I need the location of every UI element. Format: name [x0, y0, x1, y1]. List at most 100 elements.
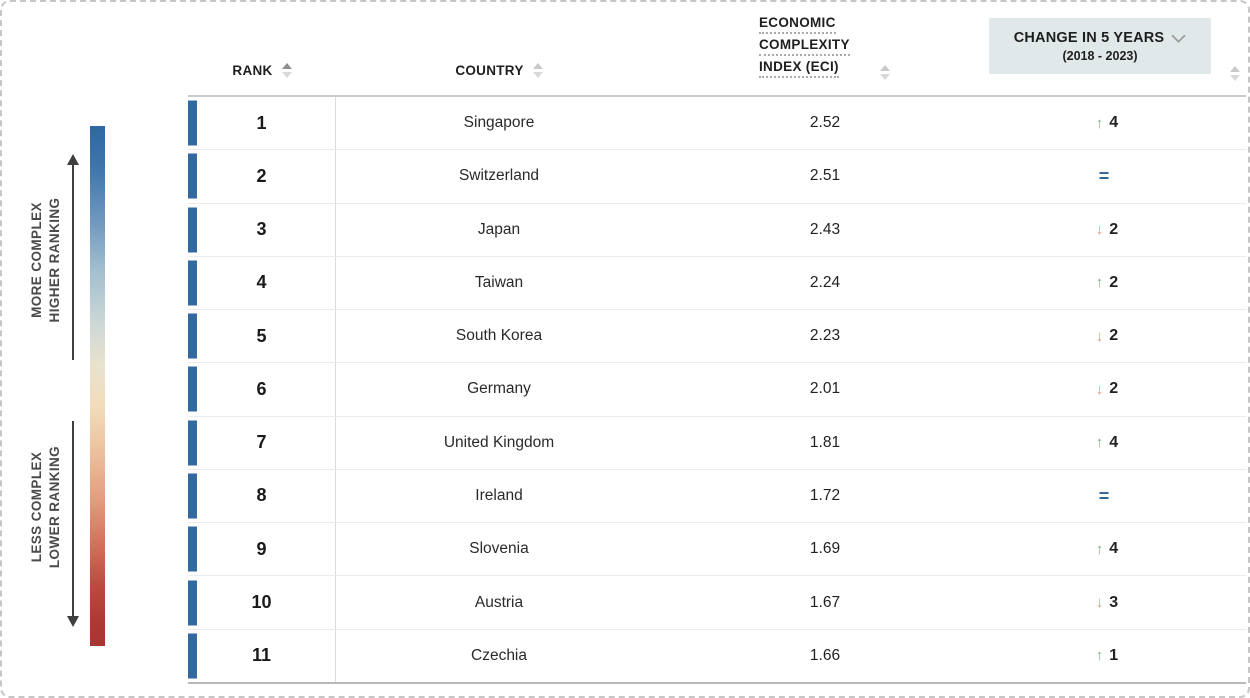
change-arrow-icon: =: [1098, 485, 1110, 506]
rank-cell: 5: [188, 310, 336, 363]
complexity-color-bar: [188, 580, 197, 626]
country-cell[interactable]: South Korea: [336, 310, 662, 362]
country-name[interactable]: South Korea: [455, 327, 543, 345]
eci-value: 2.23: [809, 327, 841, 345]
eci-cell: 1.81: [662, 417, 988, 469]
rank-value: 5: [256, 325, 267, 346]
complexity-color-bar: [188, 633, 197, 679]
higher-ranking-arrow-icon: [66, 154, 80, 360]
country-cell[interactable]: Germany: [336, 363, 662, 415]
table-row: 3 Japan 2.43 ↓ 2: [188, 203, 1246, 257]
country-cell[interactable]: Ireland: [336, 470, 662, 522]
country-cell[interactable]: Switzerland: [336, 150, 662, 202]
country-name[interactable]: Austria: [474, 593, 524, 611]
country-cell[interactable]: Singapore: [336, 97, 662, 149]
complexity-color-bar: [188, 260, 197, 306]
sort-desc-triangle: [281, 72, 292, 78]
change-header-period: (2018 - 2023): [1062, 49, 1138, 63]
country-name[interactable]: Singapore: [463, 114, 535, 132]
country-name[interactable]: Slovenia: [469, 540, 529, 558]
arrow-head-up: [67, 154, 79, 165]
country-cell[interactable]: Czechia: [336, 630, 662, 682]
ranking-table: RANK COUNTRY ECONOMIC: [188, 2, 1246, 684]
chevron-down-icon: [1171, 34, 1186, 43]
change-cell: ↑ 4: [988, 523, 1246, 575]
rank-value: 6: [256, 378, 267, 399]
sort-asc-triangle: [1230, 66, 1240, 72]
change-arrow-icon: ↑: [1095, 434, 1104, 452]
change-arrow-icon: ↑: [1095, 114, 1104, 132]
country-cell[interactable]: Slovenia: [336, 523, 662, 575]
table-row: 2 Switzerland 2.51 =: [188, 150, 1246, 204]
rank-header[interactable]: RANK: [188, 2, 336, 95]
change-arrow-icon: ↑: [1095, 647, 1104, 665]
rank-sort-icon[interactable]: [281, 63, 292, 78]
rank-value: 1: [256, 112, 267, 133]
eci-value: 2.01: [809, 380, 841, 398]
eci-sort-icon[interactable]: [880, 65, 890, 80]
country-cell[interactable]: Taiwan: [336, 257, 662, 309]
country-name[interactable]: United Kingdom: [443, 433, 555, 451]
eci-value: 1.81: [809, 433, 841, 451]
change-cell: ↑ 2: [988, 257, 1246, 309]
rank-cell: 4: [188, 256, 336, 310]
eci-header-line: INDEX (ECI): [759, 59, 839, 78]
rank-cell: 11: [188, 629, 336, 682]
change-period-dropdown[interactable]: CHANGE IN 5 YEARS (2018 - 2023): [989, 18, 1211, 74]
complexity-color-bar: [188, 313, 197, 359]
country-name[interactable]: Ireland: [475, 486, 523, 504]
change-cell: ↑ 1: [988, 630, 1246, 682]
legend-line: HIGHER RANKING: [47, 197, 62, 323]
change-arrow-icon: ↓: [1095, 380, 1104, 398]
rank-value: 2: [256, 165, 267, 186]
country-cell[interactable]: Austria: [336, 576, 662, 628]
change-value: 4: [1109, 114, 1119, 132]
change-value: 3: [1109, 593, 1119, 611]
change-cell: =: [988, 470, 1246, 522]
rank-cell: 6: [188, 363, 336, 416]
change-sort-icon[interactable]: [1230, 66, 1240, 81]
eci-cell: 1.67: [662, 576, 988, 628]
sort-desc-triangle: [532, 72, 543, 78]
eci-cell: 2.01: [662, 363, 988, 415]
country-cell[interactable]: United Kingdom: [336, 417, 662, 469]
rank-cell: 1: [188, 97, 336, 150]
rank-value: 8: [256, 485, 267, 506]
change-cell: ↓ 2: [988, 363, 1246, 415]
eci-cell: 1.66: [662, 630, 988, 682]
sort-asc-triangle: [880, 65, 890, 71]
country-name[interactable]: Japan: [477, 220, 521, 238]
change-header-label: CHANGE IN 5 YEARS: [1013, 30, 1165, 46]
arrow-shaft: [71, 421, 75, 616]
eci-value: 2.24: [809, 273, 841, 291]
arrow-shaft: [71, 165, 75, 360]
country-sort-icon[interactable]: [532, 63, 543, 78]
country-name[interactable]: Czechia: [471, 646, 527, 664]
rank-value: 10: [251, 592, 272, 613]
rank-value: 3: [256, 219, 267, 240]
complexity-color-bar: [188, 366, 197, 412]
country-name[interactable]: Germany: [467, 380, 531, 398]
eci-value: 2.52: [809, 114, 841, 132]
table-row: 1 Singapore 2.52 ↑ 4: [188, 97, 1246, 151]
rank-value: 7: [256, 432, 267, 453]
sort-desc-triangle: [880, 74, 890, 80]
sort-asc-triangle: [532, 63, 543, 69]
rank-cell: 8: [188, 469, 336, 523]
rank-cell: 9: [188, 523, 336, 576]
change-value: 4: [1109, 433, 1119, 451]
table-row: 6 Germany 2.01 ↓ 2: [188, 363, 1246, 417]
lower-ranking-arrow-icon: [66, 421, 80, 627]
country-name[interactable]: Switzerland: [458, 167, 540, 185]
rank-value: 11: [251, 645, 272, 666]
table-row: 10 Austria 1.67 ↓ 3: [188, 576, 1246, 630]
country-cell[interactable]: Japan: [336, 204, 662, 256]
change-value: 2: [1109, 220, 1119, 238]
sort-asc-triangle: [281, 63, 292, 69]
eci-header-line: ECONOMIC: [759, 15, 836, 34]
eci-header[interactable]: ECONOMIC COMPLEXITY INDEX (ECI): [662, 2, 988, 95]
change-cell: ↑ 4: [988, 97, 1246, 149]
table-row: 9 Slovenia 1.69 ↑ 4: [188, 523, 1246, 577]
country-name[interactable]: Taiwan: [474, 273, 524, 291]
country-header[interactable]: COUNTRY: [336, 2, 662, 95]
